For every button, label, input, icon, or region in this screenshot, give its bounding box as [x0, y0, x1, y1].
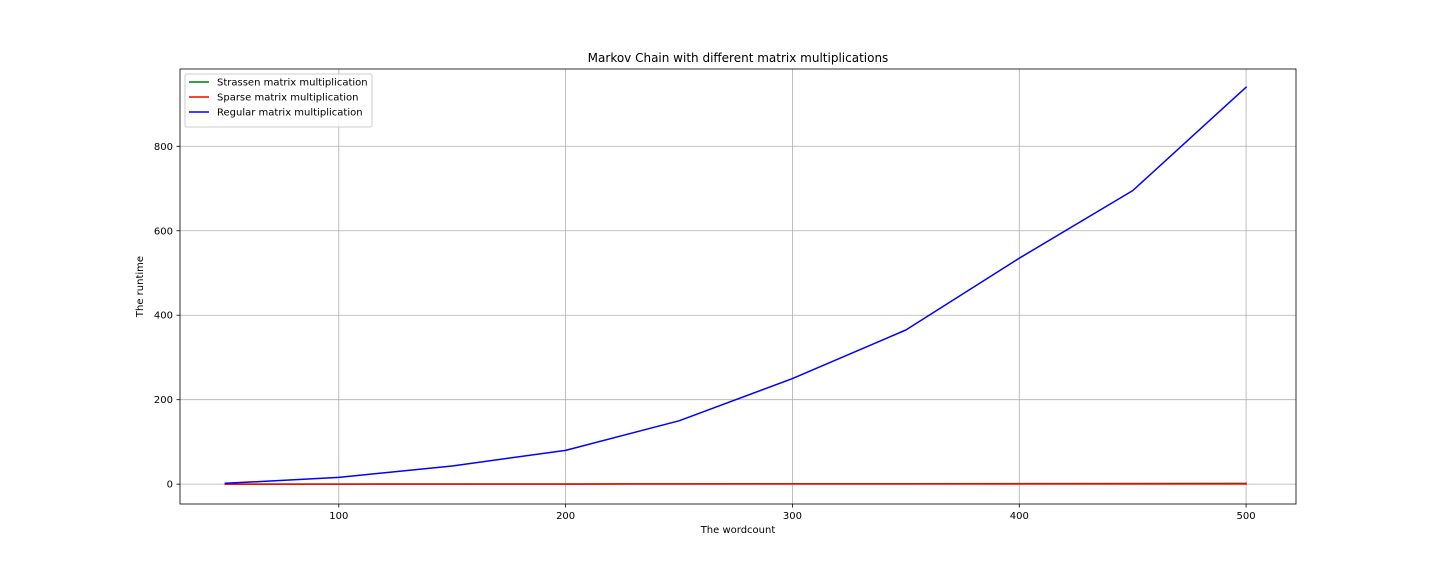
x-tick-label: 100 — [329, 511, 348, 522]
legend-label-1: Sparse matrix multiplication — [217, 93, 359, 104]
series-lines — [224, 86, 1248, 485]
y-axis-label: The runtime — [135, 256, 146, 318]
legend-box — [184, 73, 373, 128]
y-axis-ticks: 0 200 400 600 800 — [154, 142, 180, 491]
plot-frame — [179, 68, 1297, 505]
legend-items: Strassen matrix multiplication Sparse mat… — [189, 78, 368, 119]
x-tick-label: 500 — [1237, 511, 1256, 522]
y-tick-label: 400 — [154, 311, 173, 322]
x-tick-label: 300 — [783, 511, 802, 522]
x-axis-label: The wordcount — [700, 525, 776, 536]
legend: Strassen matrix multiplication Sparse mat… — [184, 73, 373, 128]
y-tick-label: 0 — [167, 480, 173, 491]
y-tick-label: 600 — [154, 226, 173, 237]
legend-label-2: Regular matrix multiplication — [217, 108, 363, 119]
chart-title: Markov Chain with different matrix multi… — [588, 51, 889, 65]
series-line-2 — [224, 86, 1248, 485]
y-tick-label: 800 — [154, 142, 173, 153]
x-tick-label: 200 — [556, 511, 575, 522]
x-tick-label: 400 — [1010, 511, 1029, 522]
x-axis-ticks: 100 200 300 400 500 — [329, 504, 1256, 522]
y-tick-label: 200 — [154, 395, 173, 406]
legend-label-0: Strassen matrix multiplication — [217, 78, 368, 89]
